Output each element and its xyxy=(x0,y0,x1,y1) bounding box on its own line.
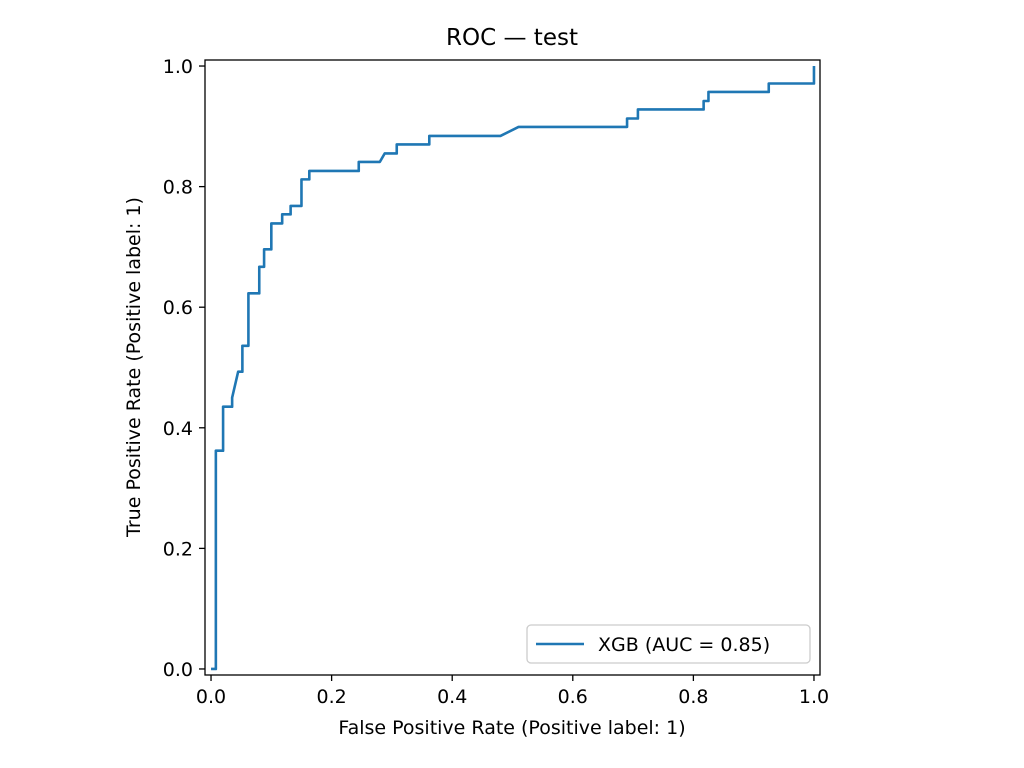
plot-area xyxy=(211,66,816,671)
x-tick-label: 0.8 xyxy=(678,686,708,708)
y-tick-label: 1.0 xyxy=(163,56,193,78)
legend-box xyxy=(526,624,811,664)
y-tick-label: 0.6 xyxy=(163,297,193,319)
x-axis-label: False Positive Rate (Positive label: 1) xyxy=(338,717,685,739)
roc-curve-0 xyxy=(211,66,816,671)
y-tick-label: 0.2 xyxy=(163,538,193,560)
y-axis-label: True Positive Rate (Positive label: 1) xyxy=(123,197,145,538)
y-axis: 0.0 0.2 0.4 0.6 0.8 1.0 xyxy=(163,56,205,681)
x-tick-label: 0.2 xyxy=(317,686,347,708)
legend-label: XGB (AUC = 0.85) xyxy=(598,634,770,656)
legend: XGB (AUC = 0.85) xyxy=(526,624,811,664)
x-tick-label: 0.6 xyxy=(558,686,588,708)
x-tick-label: 0.0 xyxy=(196,686,226,708)
plot-frame xyxy=(204,59,821,676)
x-tick-label: 1.0 xyxy=(799,686,829,708)
x-tick-label: 0.4 xyxy=(437,686,467,708)
chart-title: ROC — test xyxy=(446,25,578,51)
x-axis: 0.0 0.2 0.4 0.6 0.8 1.0 xyxy=(196,675,829,708)
y-tick-label: 0.4 xyxy=(163,418,193,440)
y-tick-label: 0.0 xyxy=(163,659,193,681)
y-tick-label: 0.8 xyxy=(163,177,193,199)
